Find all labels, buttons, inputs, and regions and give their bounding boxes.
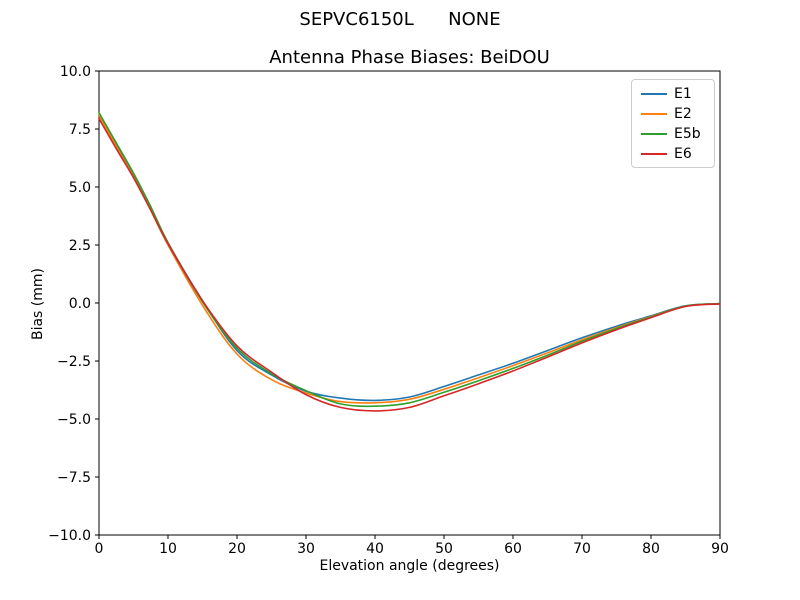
y-tick-label: 5.0 <box>69 180 91 196</box>
x-tick-label: 20 <box>228 541 246 557</box>
legend-item-E5b: E5b <box>641 127 705 141</box>
x-tick-label: 40 <box>366 541 384 557</box>
axes-frame <box>98 70 721 536</box>
legend-item-E1: E1 <box>641 87 705 101</box>
y-tick-label: −10.0 <box>48 528 91 544</box>
y-tick-label: −5.0 <box>57 412 91 428</box>
series-line-E6 <box>98 117 721 412</box>
y-tick-label: 2.5 <box>69 238 91 254</box>
y-tick-label: 10.0 <box>60 64 91 80</box>
legend-swatch-E1 <box>641 93 667 95</box>
y-tick-label: 7.5 <box>69 122 91 138</box>
x-tick-label: 80 <box>642 541 660 557</box>
legend-label-E1: E1 <box>674 86 692 102</box>
y-tick-label: −2.5 <box>57 354 91 370</box>
y-tick-label: −7.5 <box>57 470 91 486</box>
legend-label-E2: E2 <box>674 106 692 122</box>
x-tick-label: 90 <box>711 541 729 557</box>
legend-item-E2: E2 <box>641 107 705 121</box>
series-line-E5b <box>98 112 721 408</box>
figure-suptitle: SEPVC6150L NONE <box>299 9 501 30</box>
x-tick-label: 30 <box>297 541 315 557</box>
legend-label-E5b: E5b <box>674 126 701 142</box>
legend-swatch-E2 <box>641 113 667 115</box>
x-tick-label: 0 <box>95 541 104 557</box>
x-tick-label: 60 <box>504 541 522 557</box>
y-axis-label: Bias (mm) <box>30 267 46 341</box>
x-tick-label: 70 <box>573 541 591 557</box>
x-axis-label: Elevation angle (degrees) <box>319 558 500 574</box>
y-tick-label: 0.0 <box>69 296 91 312</box>
x-tick-label: 10 <box>159 541 177 557</box>
series-line-E1 <box>98 114 721 402</box>
legend-swatch-E5b <box>641 133 667 135</box>
chart-title: Antenna Phase Biases: BeiDOU <box>269 47 550 68</box>
legend: E1 E2 E5b E6 <box>631 79 715 168</box>
x-tick-label: 50 <box>435 541 453 557</box>
legend-label-E6: E6 <box>674 146 692 162</box>
series-line-E2 <box>98 114 721 404</box>
legend-swatch-E6 <box>641 153 667 155</box>
legend-item-E6: E6 <box>641 147 705 161</box>
